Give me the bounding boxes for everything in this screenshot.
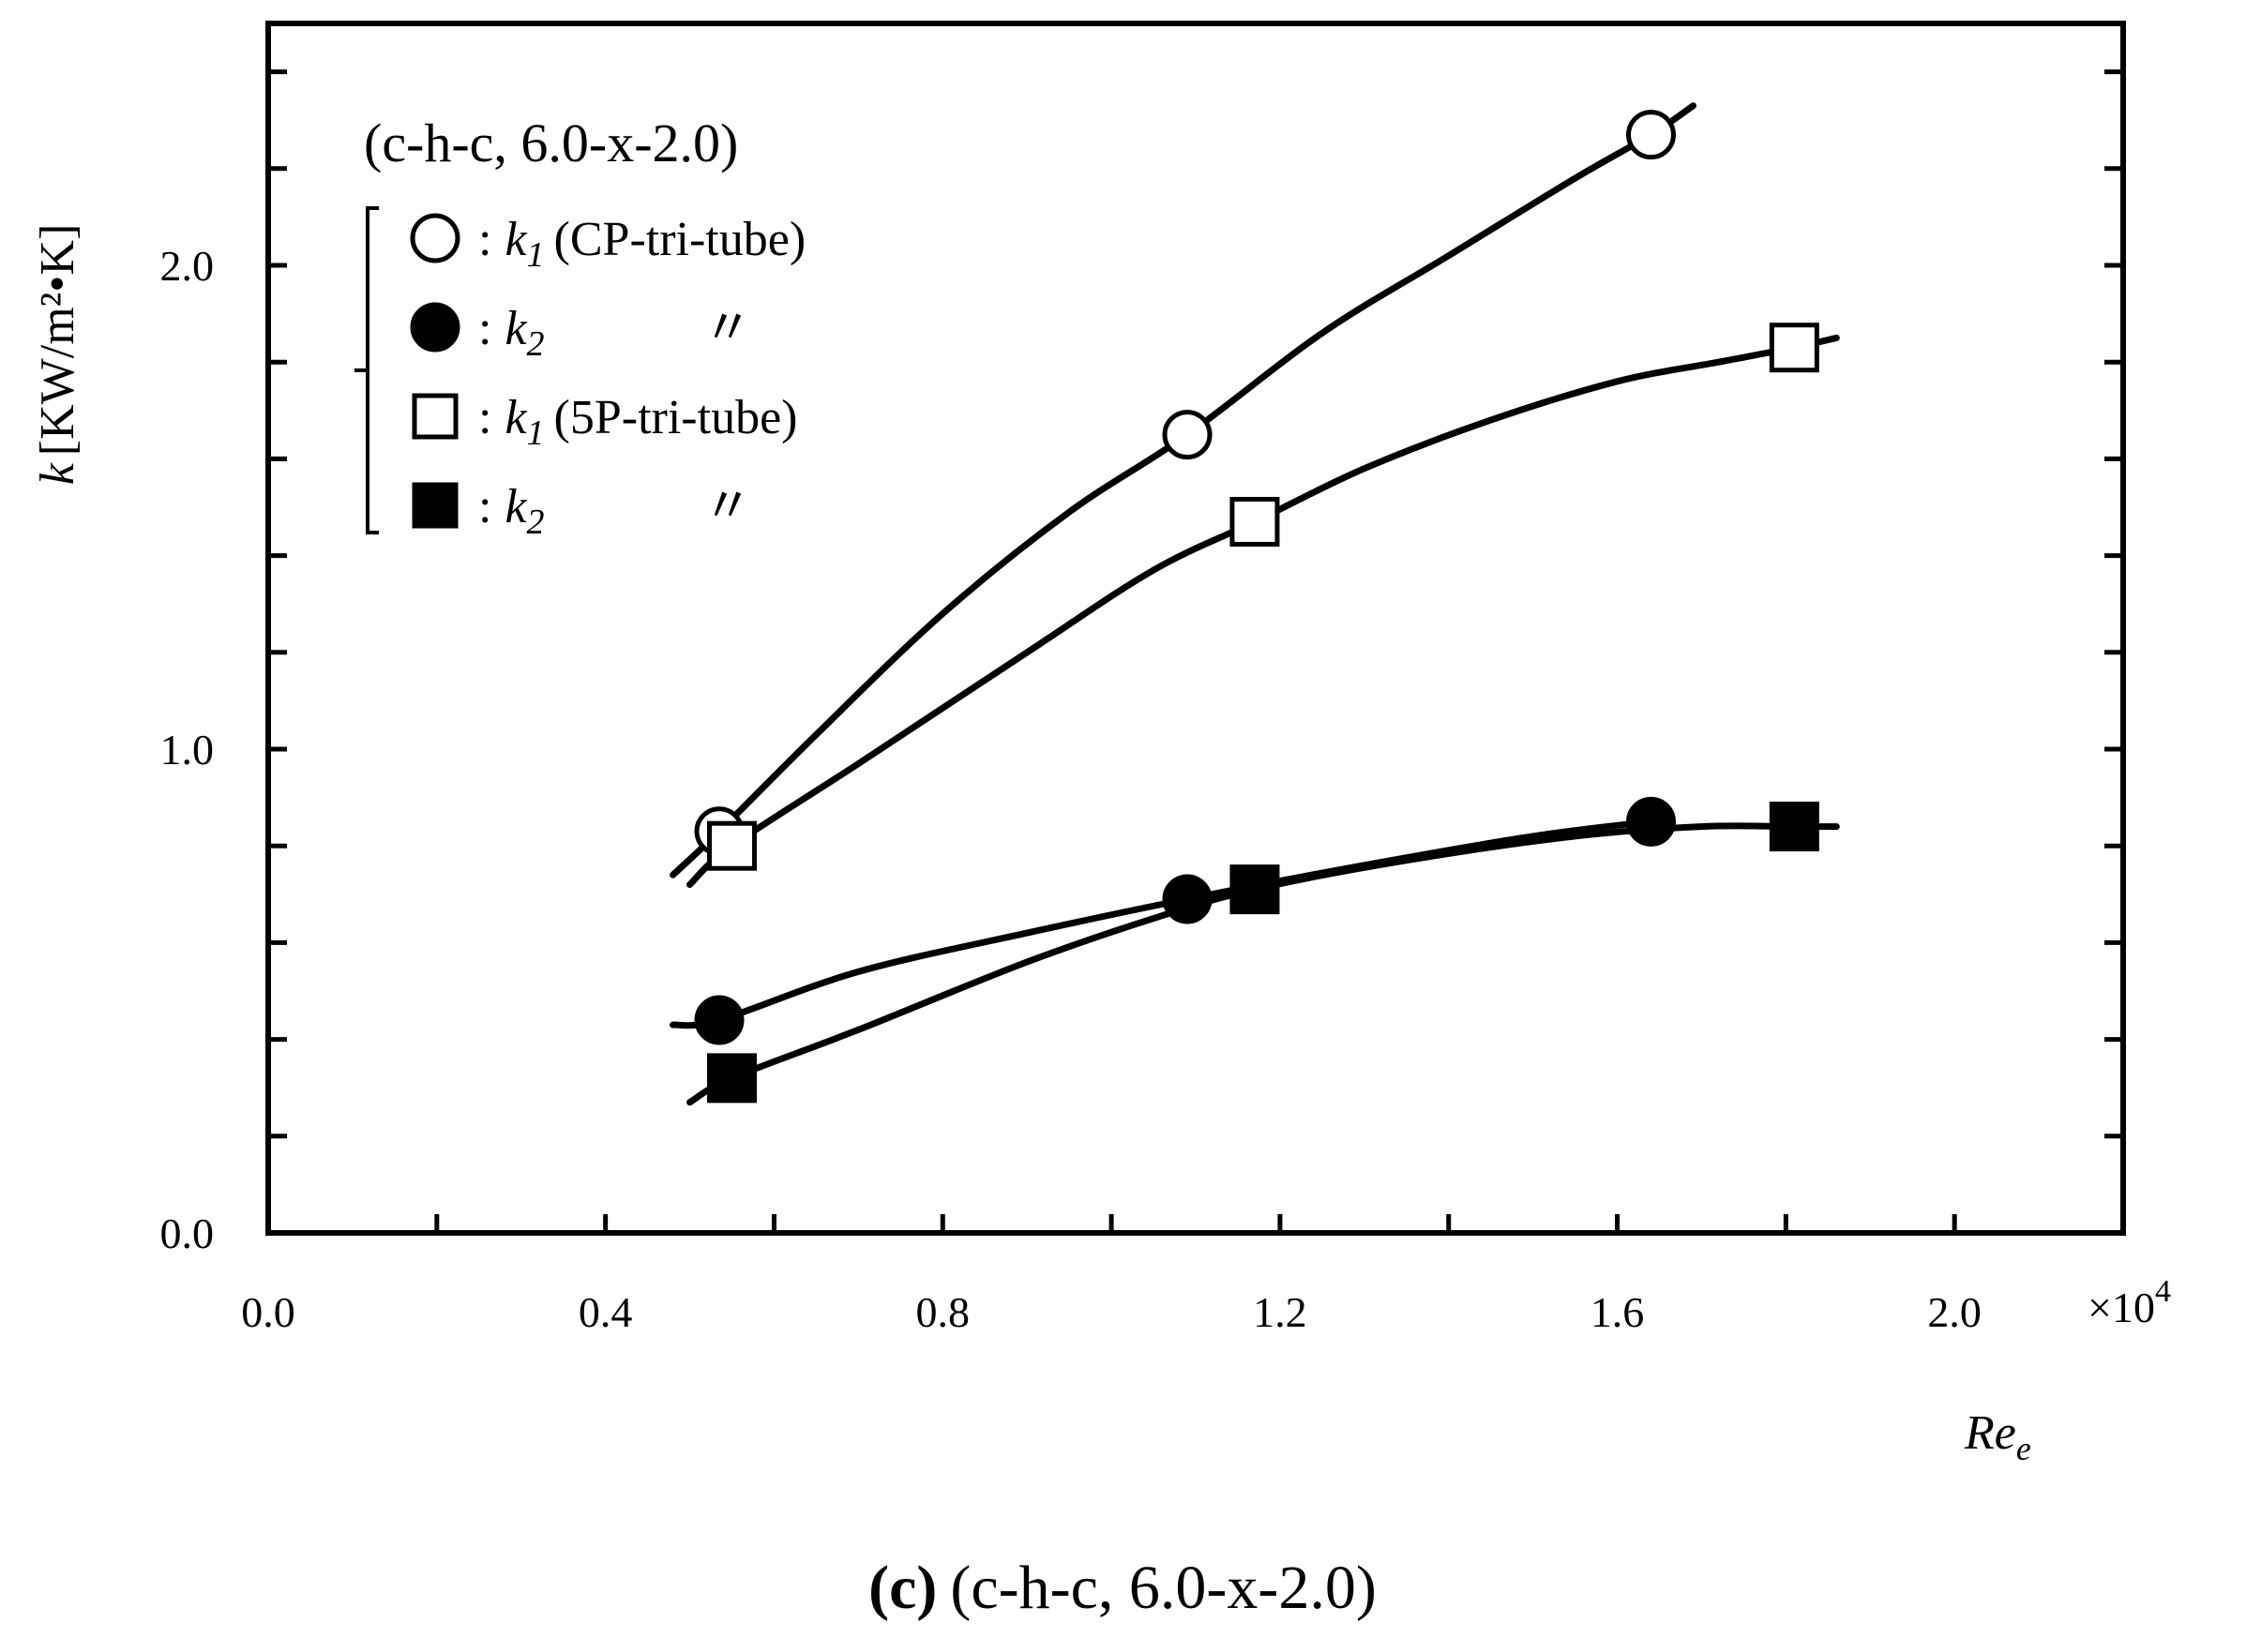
marker-k1-5p-tri-tube bbox=[1769, 323, 1819, 373]
caption-label: c bbox=[889, 1554, 916, 1622]
x-tick-labels: 0.0 0.4 0.8 1.2 1.6 2.0 bbox=[241, 1288, 1982, 1336]
marker-k1-cp-tri-tube bbox=[1162, 410, 1213, 460]
legend-item-k2-cp-tri-tube: : k2 〃 bbox=[410, 302, 752, 364]
legend-marker-k1-cp-tri-tube bbox=[410, 213, 460, 263]
marker-k2-cp-tri-tube bbox=[1626, 796, 1677, 847]
data-markers bbox=[694, 110, 1819, 1104]
y-ticks bbox=[268, 69, 2123, 1139]
marker-k2-cp-tri-tube bbox=[694, 995, 745, 1045]
x-tick-label: 0.8 bbox=[916, 1288, 971, 1336]
marker-k2-cp-tri-tube bbox=[1162, 874, 1213, 924]
y-tick-label: 2.0 bbox=[160, 242, 215, 290]
legend-label-k1-5p-tri-tube: : k1 (5P-tri-tube) bbox=[478, 391, 797, 453]
legend-item-k1-5p-tri-tube: : k1 (5P-tri-tube) bbox=[412, 391, 797, 453]
curve-k1-5p-tri-tube bbox=[686, 334, 1840, 888]
legend-label-k2-cp-tri-tube: : k2 〃 bbox=[478, 302, 752, 364]
y-tick-label: 1.0 bbox=[160, 726, 215, 773]
legend-marker-k2-5p-tri-tube bbox=[412, 482, 459, 529]
legend-bracket bbox=[354, 206, 379, 534]
figure-caption: (c) (c-h-c, 6.0-x-2.0) bbox=[868, 1554, 1377, 1622]
y-tick-labels: 0.0 1.0 2.0 bbox=[160, 242, 215, 1257]
x-axis-multiplier: ×104 bbox=[2088, 1274, 2171, 1331]
legend-label-k1-cp-tri-tube: : k1 (CP-tri-tube) bbox=[478, 213, 806, 275]
x-ticks bbox=[434, 1214, 1957, 1233]
marker-k2-5p-tri-tube bbox=[1229, 864, 1280, 915]
x-axis-title: Ree bbox=[1964, 1406, 2031, 1467]
marker-k2-5p-tri-tube bbox=[707, 1053, 757, 1104]
legend-label-k2-5p-tri-tube: : k2 〃 bbox=[478, 480, 752, 542]
marker-k2-5p-tri-tube bbox=[1769, 802, 1819, 852]
plot-frame bbox=[265, 21, 2126, 1236]
marker-k1-5p-tri-tube bbox=[707, 820, 757, 871]
y-tick-label: 0.0 bbox=[160, 1209, 215, 1257]
legend: : k1 (CP-tri-tube) : k2 〃 : k1 (5P-tri-tube) : k2 〃 bbox=[354, 206, 806, 542]
curve-k1-cp-tri-tube bbox=[670, 102, 1696, 879]
x-tick-label: 1.2 bbox=[1253, 1288, 1307, 1336]
marker-k1-5p-tri-tube bbox=[1229, 496, 1280, 547]
x-tick-label: 0.0 bbox=[241, 1288, 295, 1336]
fit-curves bbox=[670, 102, 1840, 1106]
chart-title: (c-h-c, 6.0-x-2.0) bbox=[364, 113, 738, 173]
x-tick-label: 0.4 bbox=[579, 1288, 633, 1336]
legend-marker-k1-5p-tri-tube bbox=[412, 393, 459, 440]
curve-k2-cp-tri-tube bbox=[670, 817, 1671, 1029]
x-tick-label: 2.0 bbox=[1927, 1288, 1982, 1336]
axes: 0.0 0.4 0.8 1.2 1.6 2.0 0.0 1.0 2.0 bbox=[160, 21, 2126, 1336]
legend-item-k2-5p-tri-tube: : k2 〃 bbox=[412, 480, 752, 542]
legend-marker-k2-cp-tri-tube bbox=[410, 302, 460, 353]
y-axis-title: k[KW/m²•K] bbox=[31, 224, 84, 486]
legend-item-k1-cp-tri-tube: : k1 (CP-tri-tube) bbox=[410, 213, 806, 275]
marker-k1-cp-tri-tube bbox=[1626, 110, 1677, 160]
x-tick-label: 1.6 bbox=[1590, 1288, 1645, 1336]
